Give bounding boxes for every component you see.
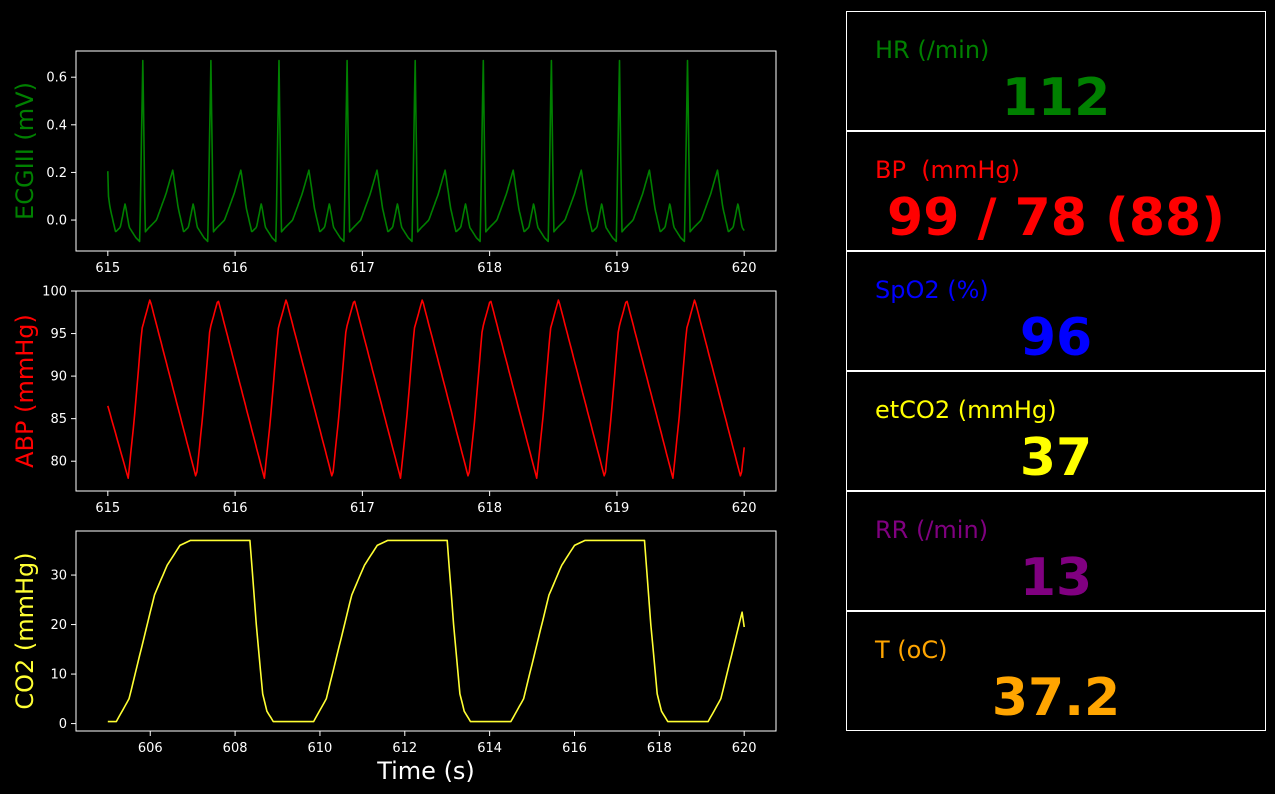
- ecg-x-tick-label: 620: [732, 261, 757, 276]
- vital-box-rr: RR (/min) 13: [846, 491, 1266, 611]
- abp-x-tick-label: 619: [604, 501, 629, 516]
- co2-plot-frame: [75, 530, 777, 732]
- co2-x-tick-label: 608: [223, 741, 248, 756]
- vital-label-spo2: SpO2 (%): [875, 276, 989, 304]
- co2-x-tick-label: 616: [562, 741, 587, 756]
- ecg-y-tick-label: 0.0: [46, 214, 67, 229]
- co2-x-tick-label: 606: [138, 741, 163, 756]
- ecg-x-tick-label: 619: [604, 261, 629, 276]
- abp-x-tick-label: 620: [732, 501, 757, 516]
- vital-value-temp: 37.2: [991, 668, 1121, 728]
- vital-box-etco2: etCO2 (mmHg) 37: [846, 371, 1266, 491]
- vital-label-rr: RR (/min): [875, 516, 989, 544]
- vital-label-hr: HR (/min): [875, 36, 990, 64]
- vital-label-temp: T (oC): [875, 636, 948, 664]
- co2-y-tick-label: 10: [50, 668, 67, 683]
- vital-box-bp: BP (mmHg) 99 / 78 (88): [846, 131, 1266, 251]
- abp-plot-frame: [75, 290, 777, 492]
- co2-x-tick-label: 612: [392, 741, 417, 756]
- co2-y-tick-label: 30: [50, 569, 67, 584]
- ecg-x-tick-label: 618: [477, 261, 502, 276]
- vital-label-etco2: etCO2 (mmHg): [875, 396, 1057, 424]
- ecg-y-tick-label: 0.2: [46, 166, 67, 181]
- vital-value-etco2: 37: [1019, 428, 1093, 488]
- co2-x-tick-label: 618: [647, 741, 672, 756]
- vital-box-spo2: SpO2 (%) 96: [846, 251, 1266, 371]
- vital-value-spo2: 96: [1019, 308, 1093, 368]
- ecg-plot-frame: [75, 50, 777, 252]
- co2-x-tick-label: 610: [308, 741, 333, 756]
- ecg-y-axis-label: ECGIII (mV): [11, 82, 39, 220]
- abp-x-tick-label: 616: [223, 501, 248, 516]
- co2-x-tick-label: 614: [477, 741, 502, 756]
- vital-label-bp: BP (mmHg): [875, 156, 1020, 184]
- abp-x-tick-label: 618: [477, 501, 502, 516]
- vital-box-hr: HR (/min) 112: [846, 11, 1266, 131]
- vital-box-temp: T (oC) 37.2: [846, 611, 1266, 731]
- ecg-x-tick-label: 616: [223, 261, 248, 276]
- abp-y-tick-label: 95: [50, 327, 67, 342]
- ecg-y-tick-label: 0.4: [46, 118, 67, 133]
- abp-y-axis-label: ABP (mmHg): [11, 314, 39, 468]
- ecg-waveform-line: [107, 59, 745, 243]
- vital-value-bp: 99 / 78 (88): [887, 188, 1225, 248]
- ecg-x-tick-label: 615: [95, 261, 120, 276]
- co2-waveform-line: [107, 539, 745, 723]
- ecg-x-tick-label: 617: [350, 261, 375, 276]
- co2-x-tick-label: 620: [732, 741, 757, 756]
- vital-value-rr: 13: [1019, 548, 1093, 608]
- x-axis-label: Time (s): [376, 757, 475, 785]
- waveform-charts: 615 616 617 618 619 620 0.0 0.2 0.4 0.6 ECGIII (mV…: [11, 50, 777, 785]
- abp-y-tick-label: 85: [50, 412, 67, 427]
- abp-x-tick-label: 615: [95, 501, 120, 516]
- abp-y-tick-label: 100: [42, 285, 67, 300]
- co2-y-tick-label: 20: [50, 618, 67, 633]
- co2-y-tick-label: 0: [59, 717, 67, 732]
- abp-y-tick-label: 80: [50, 455, 67, 470]
- co2-y-axis-label: CO2 (mmHg): [11, 552, 39, 709]
- vital-value-hr: 112: [1001, 68, 1111, 128]
- ecg-y-tick-label: 0.6: [46, 71, 67, 86]
- abp-y-tick-label: 90: [50, 370, 67, 385]
- abp-x-tick-label: 617: [350, 501, 375, 516]
- abp-waveform-line: [107, 299, 745, 479]
